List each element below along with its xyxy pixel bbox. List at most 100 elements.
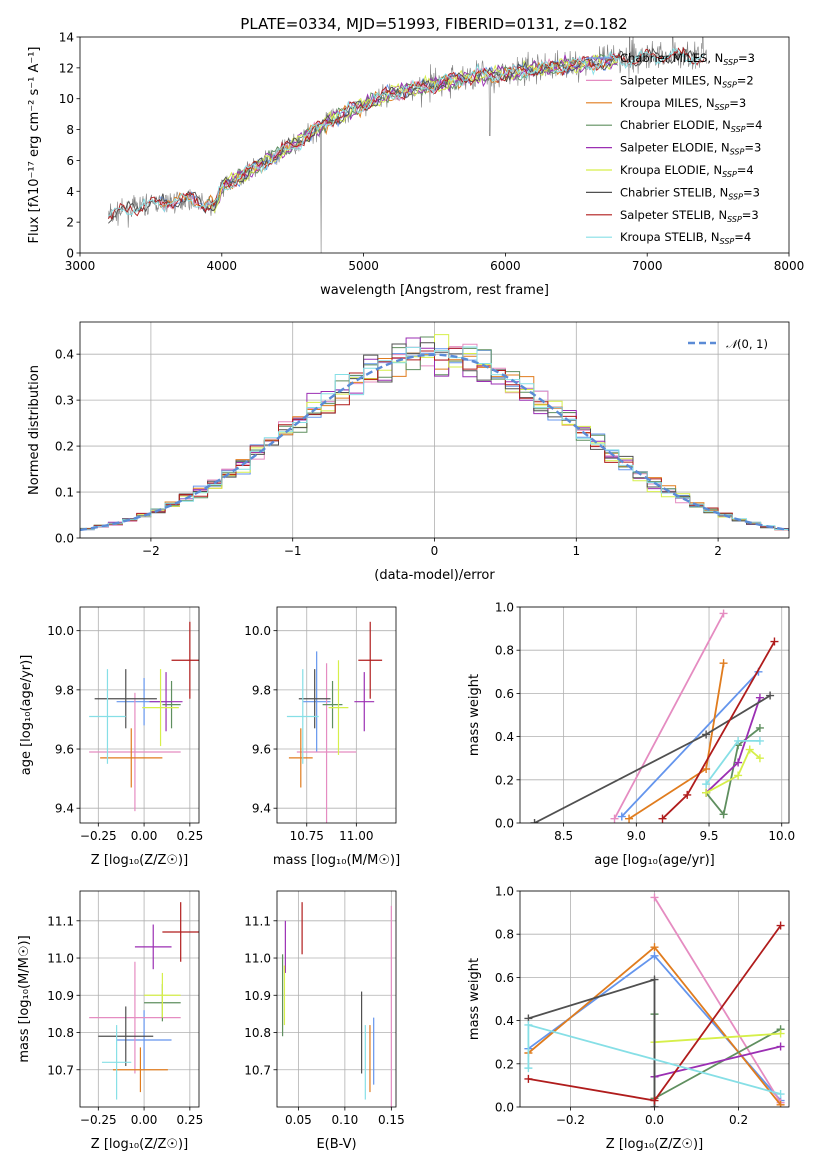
y-tick-label: 0.8	[495, 644, 514, 658]
series-marker	[683, 790, 692, 799]
series-kroupa-elodie	[702, 745, 764, 797]
x-tick-label: 7000	[632, 259, 663, 273]
errorbar-kroupa-stelib	[89, 669, 126, 764]
errorbar-chabrier-stelib	[94, 669, 157, 729]
y-tick-label: 10.7	[244, 1063, 271, 1077]
legend-label-kroupa-stelib: Kroupa STELIB, NSSP=4	[620, 230, 751, 246]
y-tick-label: 0.6	[495, 971, 514, 985]
series-salpeter-stelib	[658, 637, 779, 823]
errorbar-chabrier-stelib	[98, 1006, 154, 1067]
x-tick-label: 0	[431, 544, 439, 558]
age-vs-mass-panel: 10.75 11.00 9.4 9.6 9.8 10.0 mass [log₁₀(M/M☉)…	[244, 606, 400, 868]
x-tick-label: 3000	[65, 259, 96, 273]
axes-frame	[276, 890, 397, 1108]
x-axis-label: (data-model)/error	[374, 568, 495, 583]
errorbar-salpeter-miles	[296, 663, 357, 823]
series-marker	[702, 788, 711, 797]
x-tick-label: 8000	[774, 259, 805, 273]
x-axis-label: age [log₁₀(age/yr)]	[594, 853, 715, 868]
plot-area	[286, 621, 383, 823]
x-tick-label: −0.25	[80, 829, 117, 843]
grid	[277, 891, 396, 1107]
series-marker	[719, 609, 728, 618]
x-tick-label: 0.2	[729, 1113, 748, 1127]
axes-frame	[519, 890, 790, 1108]
series-marker	[719, 810, 728, 819]
series-line	[613, 613, 725, 820]
x-tick-label: 10.0	[768, 829, 795, 843]
y-tick-label: 9.4	[55, 802, 74, 816]
series-marker	[650, 1096, 659, 1105]
model-spectrum-salpeter-miles	[159, 53, 616, 213]
x-tick-label: 8.5	[554, 829, 573, 843]
series-marker	[650, 893, 659, 902]
y-tick-label: 11.0	[47, 952, 74, 966]
x-tick-label: 1	[572, 544, 580, 558]
y-axis-label: age [log₁₀(age/yr)]	[19, 655, 34, 776]
y-tick-label: 10.9	[244, 989, 271, 1003]
series-marker	[766, 691, 775, 700]
errorbar-kroupa-miles	[100, 728, 163, 788]
series-marker	[524, 1074, 533, 1083]
plot-area	[89, 621, 199, 812]
x-tick-label: 2	[714, 544, 722, 558]
legend-label-kroupa-miles: Kroupa MILES, NSSP=3	[620, 96, 746, 112]
x-tick-label: −2	[142, 544, 160, 558]
legend-label-salpeter-stelib: Salpeter STELIB, NSSP=3	[620, 208, 759, 224]
x-tick-label: 9.0	[627, 829, 646, 843]
legend-label-salpeter-miles: Salpeter MILES, NSSP=2	[620, 73, 754, 89]
data-spectrum-line	[108, 37, 708, 253]
series-line	[653, 897, 782, 1104]
errorbar-kroupa-miles	[288, 728, 313, 788]
x-tick-label: 0.10	[332, 1113, 359, 1127]
legend-label-chabrier-stelib: Chabrier STELIB, NSSP=3	[620, 185, 760, 201]
legend-label-kroupa-elodie: Kroupa ELODIE, NSSP=4	[620, 163, 754, 179]
y-tick-label: 1.0	[495, 885, 514, 899]
y-tick-label: 4	[66, 185, 74, 199]
series-line	[654, 1032, 781, 1044]
series-marker	[755, 754, 764, 763]
series-chabrier-elodie	[650, 1010, 785, 1103]
y-tick-label: 10.8	[47, 1026, 74, 1040]
y-tick-label: 0.2	[495, 773, 514, 787]
series-marker	[755, 736, 764, 745]
legend-label-chabrier-elodie: Chabrier ELODIE, NSSP=4	[620, 118, 762, 134]
mass-vs-metallicity-panel: −0.25 0.00 0.25 10.7 10.8 10.9 11.0 11.1 Z [log₁…	[17, 890, 203, 1152]
mass-weight-vs-metallicity-panel: −0.2 0.0 0.2 0.0 0.2 0.4 0.6 0.8 1.0 Z [log₁₀(Z/Z…	[467, 885, 790, 1152]
x-tick-label: 0.0	[645, 1113, 664, 1127]
y-tick-label: 2	[66, 216, 74, 230]
x-tick-label: 0.25	[176, 1113, 203, 1127]
figure-title: PLATE=0334, MJD=51993, FIBERID=0131, z=0…	[240, 15, 627, 33]
series-kroupa-miles	[625, 659, 728, 823]
legend-label-normal: 𝒩(0, 1)	[726, 337, 768, 351]
series-marker	[770, 637, 779, 646]
x-tick-label: 0.00	[131, 829, 158, 843]
axes-frame	[79, 606, 200, 824]
x-axis-label: wavelength [Angstrom, rest frame]	[320, 283, 549, 298]
grid	[277, 607, 396, 823]
plot-area	[80, 334, 789, 532]
y-tick-label: 0.0	[495, 1101, 514, 1115]
y-tick-label: 10.0	[244, 624, 271, 638]
errorbar-salpeter-stelib	[171, 621, 199, 699]
x-tick-label: −0.25	[80, 1113, 117, 1127]
x-tick-label: 5000	[348, 259, 379, 273]
errorbar-salpeter-stelib	[162, 902, 199, 962]
y-tick-label: 10.9	[47, 989, 74, 1003]
series-marker	[702, 730, 711, 739]
series-marker	[530, 819, 539, 823]
axes-frame	[276, 606, 397, 824]
y-tick-label: 11.0	[244, 952, 271, 966]
series-marker	[524, 1064, 533, 1073]
errorbar-salpeter-elodie	[134, 924, 172, 970]
y-tick-label: 9.6	[252, 743, 271, 757]
errorbar-salpeter-stelib	[358, 621, 383, 699]
x-tick-label: 0.25	[176, 829, 203, 843]
age-vs-metallicity-panel: −0.25 0.00 0.25 9.4 9.6 9.8 10.0 Z [log₁₀(Z/Z☉)…	[19, 606, 203, 868]
plot-area	[108, 37, 708, 253]
y-tick-label: 0.6	[495, 687, 514, 701]
x-tick-label: 9.5	[699, 829, 718, 843]
series-marker	[610, 814, 619, 823]
series-salpeter-miles	[650, 893, 785, 1107]
mass-vs-ebv-panel: 0.05 0.10 0.15 10.7 10.8 10.9 11.0 11.1 E(B-V)	[244, 890, 405, 1152]
